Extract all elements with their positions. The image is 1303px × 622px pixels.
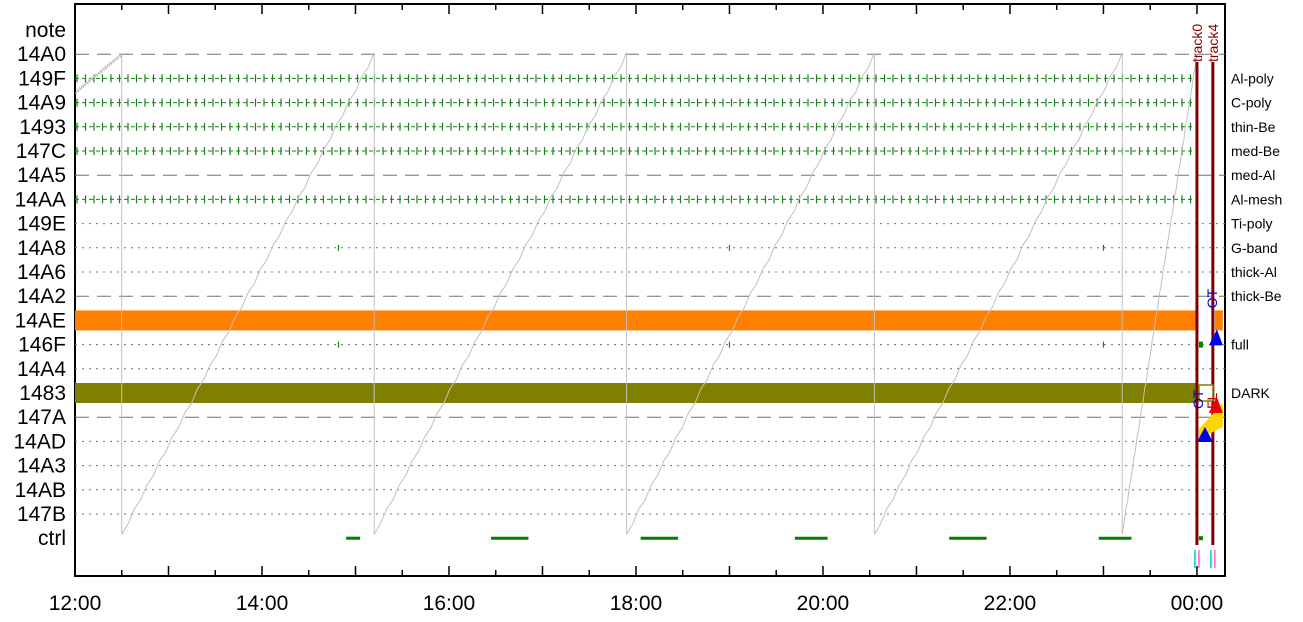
row-code-ctrl: ctrl: [38, 527, 66, 550]
row-labels-left: note14A0149F14A91493147C14A514AA149E14A8…: [13, 19, 66, 550]
sawtooth-segment: [1121, 52, 1198, 535]
x-tick-label: 14:00: [236, 592, 289, 615]
sawtooth-segment: [873, 52, 1123, 535]
sawtooth-segment: [74, 52, 123, 535]
sawtooth-segment: [121, 52, 375, 535]
row-label-149F: Al-poly: [1231, 70, 1274, 86]
x-tick-label: 20:00: [797, 592, 850, 615]
row-label-14A2: thick-Be: [1231, 288, 1282, 304]
row-labels-right: Al-poly C-poly thin-Be med-Be med-Al Al-mesh T…: [1231, 70, 1282, 401]
tick-marks-14AA: [76, 195, 1192, 204]
row-code-147C: 147C: [16, 140, 66, 163]
row-label-14A5: med-Al: [1231, 167, 1275, 183]
sawtooth-series: [74, 52, 1198, 535]
row-label-14AA: Al-mesh: [1231, 191, 1282, 207]
x-tick-label: 22:00: [984, 592, 1037, 615]
row-label-14A6: thick-Al: [1231, 264, 1277, 280]
tick-marks-14A9: [76, 98, 1192, 107]
row-code-14A3: 14A3: [17, 455, 66, 478]
bar-14AE: [75, 310, 1197, 331]
row-code-147A: 147A: [17, 406, 66, 429]
row-label-1493: thin-Be: [1231, 119, 1276, 135]
red-triangle: [1208, 397, 1223, 413]
row-label-147C: med-Be: [1231, 143, 1280, 159]
time-axis: 12:00 14:00 16:00 18:00 20:00 22:00 00:00: [49, 4, 1224, 615]
blue-triangle-up: [1208, 329, 1223, 346]
full-mark-track0: [1198, 341, 1203, 348]
row-code-147B: 147B: [17, 503, 66, 526]
row-code-1493: 1493: [19, 116, 66, 139]
x-tick-label: 18:00: [610, 592, 663, 615]
annotation-fl: FL: [1204, 392, 1220, 409]
row-code-14AE: 14AE: [15, 309, 66, 332]
row-code-14A6: 14A6: [17, 261, 66, 284]
track-label-track0: track0: [1189, 24, 1205, 62]
x-tick-label: 00:00: [1171, 592, 1224, 615]
row-label-146F: full: [1231, 337, 1249, 353]
row-label-14A9: C-poly: [1231, 95, 1271, 111]
track-lines: track0 track4: [1189, 24, 1221, 568]
row-ticks: [75, 74, 1194, 348]
row-code-14A5: 14A5: [17, 164, 66, 187]
row-code-note: note: [25, 19, 66, 42]
orange-bar-tail: [1214, 310, 1223, 331]
x-tick-label: 16:00: [423, 592, 476, 615]
row-label-149E: Ti-poly: [1231, 216, 1273, 232]
plot-frame: [74, 3, 1226, 577]
row-code-14A8: 14A8: [17, 237, 66, 260]
sawtooth-segment: [626, 52, 875, 535]
bar-1483: [75, 383, 1197, 403]
row-label-14A8: G-band: [1231, 240, 1278, 256]
row-bars: [75, 310, 1197, 403]
row-code-14A4: 14A4: [17, 358, 66, 381]
row-code-14A0: 14A0: [17, 43, 66, 66]
blue-triangle-lower: [1196, 427, 1213, 442]
row-code-14A2: 14A2: [17, 285, 66, 308]
annotation-ot: OT: [1190, 389, 1206, 409]
row-code-14A9: 14A9: [17, 92, 66, 115]
dark-bar-box: [1198, 384, 1214, 402]
row-code-14AA: 14AA: [15, 188, 66, 211]
tick-marks-1493: [76, 122, 1192, 131]
track-label-track4: track4: [1205, 24, 1221, 62]
ctrl-mark-track0: [1198, 536, 1203, 541]
row-grid: [75, 53, 1225, 515]
row-code-149E: 149E: [17, 213, 66, 236]
row-code-146F: 146F: [18, 334, 66, 357]
sawtooth-segment: [373, 52, 628, 535]
x-tick-label: 12:00: [49, 592, 102, 615]
row-code-149F: 149F: [18, 67, 66, 90]
row-code-14AD: 14AD: [13, 430, 66, 453]
tick-marks-149F: [76, 74, 1192, 83]
row-label-1483: DARK: [1231, 385, 1271, 401]
row-code-1483: 1483: [19, 382, 66, 405]
annotation-ot: OT: [1204, 288, 1220, 308]
row-code-14AB: 14AB: [15, 479, 66, 502]
